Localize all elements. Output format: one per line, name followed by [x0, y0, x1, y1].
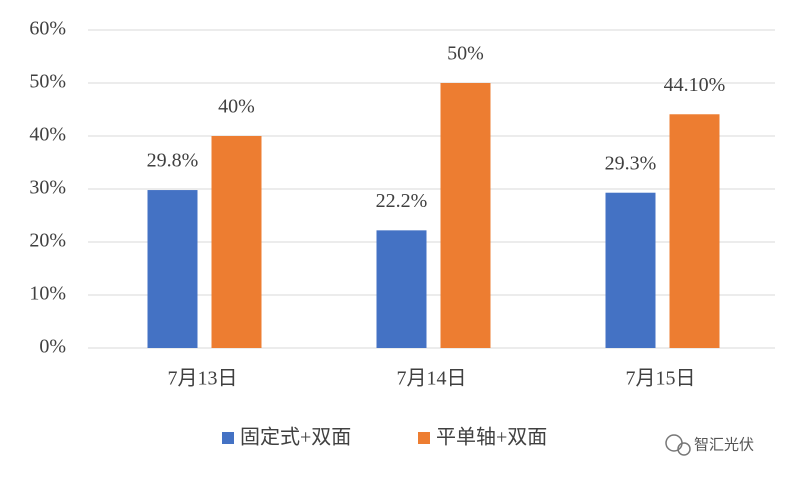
watermark: 智汇光伏 [665, 434, 754, 456]
bar [605, 192, 656, 348]
y-tick-label: 30% [29, 177, 66, 199]
bar [669, 114, 720, 349]
legend-label: 平单轴+双面 [436, 426, 547, 449]
y-tick-label: 20% [29, 230, 66, 252]
x-tick-label: 7月13日 [168, 368, 238, 390]
y-tick-label: 0% [39, 336, 66, 358]
y-tick-label: 10% [29, 283, 66, 305]
watermark-text: 智汇光伏 [694, 436, 754, 454]
x-tick-label: 7月15日 [626, 368, 696, 390]
bar [211, 136, 262, 348]
data-label: 29.8% [147, 150, 199, 172]
legend-swatch [418, 432, 430, 444]
bar [147, 190, 198, 348]
data-label: 40% [218, 96, 255, 118]
data-label: 44.10% [664, 74, 726, 96]
legend-label: 固定式+双面 [240, 426, 351, 449]
watermark-icon [677, 442, 691, 456]
x-tick-label: 7月14日 [397, 368, 467, 390]
watermark-icon [665, 434, 683, 452]
y-tick-label: 60% [29, 18, 66, 40]
legend-swatch [222, 432, 234, 444]
bar [376, 230, 427, 348]
data-label: 50% [447, 43, 484, 65]
data-label: 22.2% [376, 190, 428, 212]
data-label: 29.3% [605, 152, 657, 174]
bar [440, 83, 491, 348]
y-tick-label: 50% [29, 71, 66, 93]
y-tick-label: 40% [29, 124, 66, 146]
